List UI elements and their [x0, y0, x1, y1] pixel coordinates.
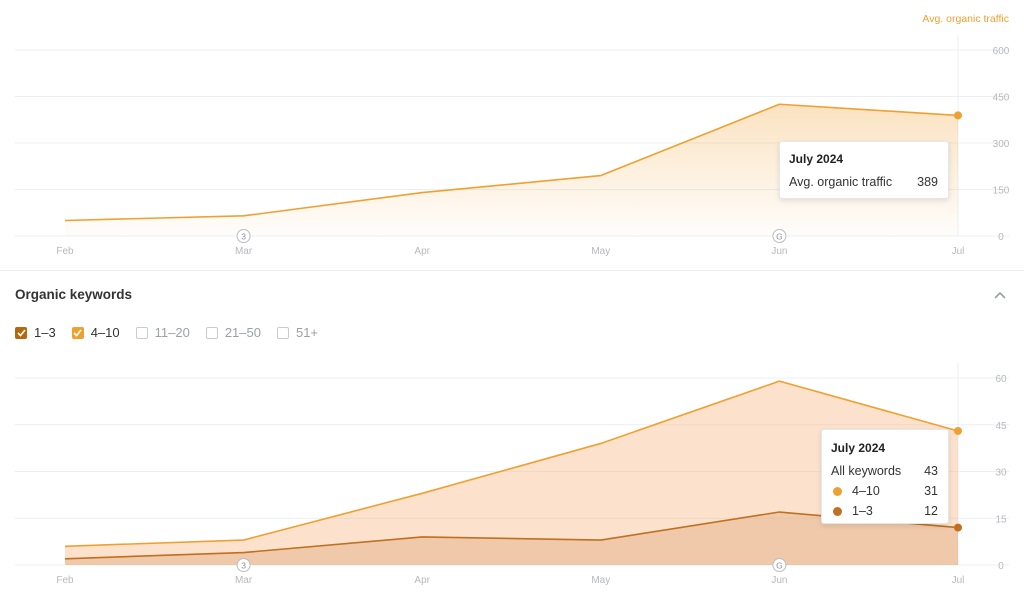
x-tick-label: May [591, 575, 610, 586]
collapse-button[interactable] [990, 286, 1010, 304]
x-tick-label: Apr [414, 246, 430, 257]
x-tick-label: Jun [771, 246, 787, 257]
series-line [64, 380, 959, 548]
keywords-tooltip: July 2024 All keywords 43 4–10 31 1–3 12 [821, 429, 949, 524]
x-tick-label: Feb [56, 575, 74, 586]
x-tick-label: Jun [771, 575, 787, 586]
x-tick-label: Mar [235, 575, 253, 586]
y-tick-label: 45 [995, 421, 1007, 432]
checkbox[interactable] [276, 326, 289, 339]
tooltip-title: July 2024 [831, 441, 886, 455]
x-tick-label: Jul [952, 575, 965, 586]
filter-label: 21–50 [224, 325, 261, 340]
series-dot-icon [833, 506, 842, 516]
y-tick-label: 60 [995, 374, 1007, 385]
x-tick-label: May [591, 246, 610, 257]
filter-1-3[interactable]: 1–3 [15, 325, 56, 340]
y-tick-label: 450 [993, 93, 1010, 104]
y-tick-label: 600 [993, 46, 1010, 57]
y-tick-label: 15 [995, 514, 1007, 525]
chevron-up-icon [994, 292, 1006, 299]
avg-organic-traffic-chart: Avg. organic traffic 0 150 300 450 600 Feb Mar… [15, 13, 1010, 257]
series-line [64, 511, 959, 560]
checkbox[interactable] [15, 326, 27, 339]
annotation-marker [236, 229, 251, 243]
section-divider [0, 270, 1024, 271]
tooltip-value: 12 [924, 504, 938, 518]
tooltip-label: 1–3 [852, 504, 873, 518]
filter-label: 4–10 [90, 325, 120, 340]
filter-label: 1–3 [34, 325, 56, 340]
check-icon [73, 328, 82, 337]
tooltip-label: Avg. organic traffic [789, 175, 893, 189]
y-axis-title: Avg. organic traffic [922, 13, 1009, 25]
traffic-tooltip: July 2024 Avg. organic traffic 389 [779, 141, 949, 199]
section-title: Organic keywords [15, 287, 133, 302]
y-tick-label: 30 [995, 468, 1007, 479]
data-point [954, 523, 962, 532]
series-line [64, 103, 959, 222]
annotation-label: G [776, 561, 783, 571]
annotation-label: 3 [241, 561, 246, 571]
filter-21-50[interactable]: 21–50 [205, 325, 261, 340]
annotation-marker [772, 558, 787, 572]
annotation-label: 3 [241, 232, 246, 242]
tooltip-row-1-3: 1–3 12 [831, 504, 938, 518]
tooltip-value: 31 [924, 484, 938, 498]
checkbox[interactable] [71, 326, 84, 339]
x-tick-label: Jul [952, 246, 965, 257]
y-tick-label: 0 [998, 561, 1004, 572]
y-tick-label: 300 [993, 139, 1010, 150]
checkbox[interactable] [135, 326, 148, 339]
x-tick-label: Apr [414, 575, 430, 586]
tooltip-title: July 2024 [789, 152, 844, 166]
keyword-position-filters: 1–3 4–10 11–20 21–50 51+ [15, 325, 334, 340]
series-dot-icon [833, 486, 842, 496]
tooltip-label: 4–10 [852, 484, 880, 498]
tooltip-row: Avg. organic traffic 389 [789, 175, 938, 189]
y-tick-label: 0 [998, 232, 1004, 243]
checkbox[interactable] [205, 326, 218, 339]
tooltip-value: 389 [917, 175, 938, 189]
y-tick-label: 150 [993, 186, 1010, 197]
data-point [954, 426, 962, 435]
annotation-label: G [776, 232, 783, 242]
tooltip-row-all-keywords: All keywords 43 [831, 464, 938, 478]
filter-label: 51+ [295, 325, 319, 340]
organic-keywords-chart: 0 15 30 45 60 Feb Mar Apr May Jun Jul 3 G [15, 363, 1009, 586]
filter-4-10[interactable]: 4–10 [71, 325, 120, 340]
data-point [954, 111, 962, 120]
filter-11-20[interactable]: 11–20 [135, 325, 190, 340]
filter-label: 11–20 [154, 325, 190, 340]
check-icon [16, 328, 26, 337]
x-tick-label: Mar [235, 246, 253, 257]
tooltip-value: 43 [924, 464, 938, 478]
annotation-marker [772, 229, 787, 243]
series-area [65, 104, 958, 236]
annotation-marker [236, 558, 251, 572]
filter-51-plus[interactable]: 51+ [276, 325, 319, 340]
x-tick-label: Feb [56, 246, 74, 257]
tooltip-label: All keywords [831, 464, 902, 478]
tooltip-row-4-10: 4–10 31 [831, 484, 938, 498]
